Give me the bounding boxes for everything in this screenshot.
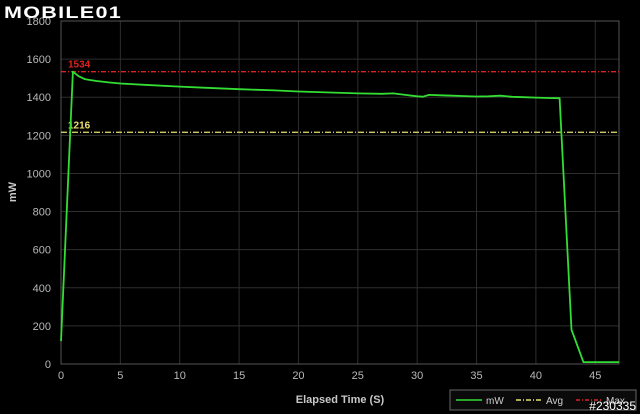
- logo-text: MOBILE01: [4, 3, 122, 22]
- y-tick-label-800: 800: [33, 207, 51, 219]
- mobile01-logo: MOBILE01: [4, 3, 122, 22]
- plot-border: [60, 20, 620, 365]
- y-tick-label-1400: 1400: [27, 92, 51, 104]
- y-tick-label-1200: 1200: [27, 130, 51, 142]
- y-tick-label-1800: 1800: [27, 16, 51, 28]
- x-tick-label-10: 10: [174, 370, 186, 382]
- legend-box: [449, 389, 637, 411]
- y-tick-label-1600: 1600: [27, 54, 51, 66]
- x-tick-label-5: 5: [117, 370, 123, 382]
- x-tick-label-35: 35: [470, 370, 482, 382]
- x-tick-label-25: 25: [352, 370, 364, 382]
- x-tick-label-20: 20: [292, 370, 304, 382]
- x-tick-label-0: 0: [58, 370, 64, 382]
- reference-lines: 1216 1534: [61, 60, 619, 133]
- series-group: [60, 70, 619, 364]
- legend-label-max: Max: [606, 396, 625, 407]
- x-axis-label: Elapsed Time (S): [296, 394, 385, 406]
- reference-label-avg: 1216: [68, 120, 91, 131]
- legend-label-avg: Avg: [546, 396, 563, 407]
- y-tick-label-600: 600: [33, 245, 51, 257]
- legend: mW Avg Max: [449, 389, 637, 411]
- x-tick-label-40: 40: [530, 370, 542, 382]
- plot-frame: [60, 20, 620, 365]
- x-axis-ticks: 0 5 10 15 20 25 30 35 40 45: [58, 370, 601, 382]
- series-line-mw: [60, 70, 619, 364]
- y-tick-label-400: 400: [33, 283, 51, 295]
- y-axis-ticks: 0 200 400 600 800 1000 1200 1400 1600 1800: [27, 16, 51, 371]
- y-axis-label: mW: [7, 181, 19, 202]
- y-tick-label-0: 0: [45, 359, 51, 371]
- y-tick-label-1000: 1000: [27, 168, 51, 180]
- reference-label-max: 1534: [68, 60, 91, 71]
- x-tick-label-30: 30: [411, 370, 423, 382]
- watermark-id: #230335: [589, 399, 636, 413]
- x-tick-label-45: 45: [589, 370, 601, 382]
- y-tick-label-200: 200: [33, 321, 51, 333]
- x-tick-label-15: 15: [233, 370, 245, 382]
- legend-label-mw: mW: [486, 396, 504, 407]
